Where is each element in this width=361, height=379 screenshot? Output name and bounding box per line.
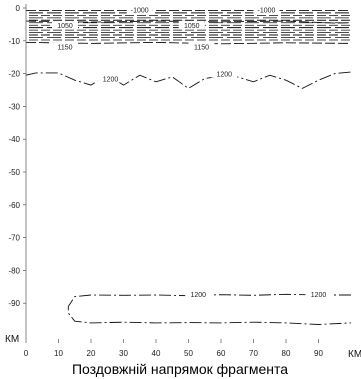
x-axis-title: Поздовжній напрямок фрагмента (72, 361, 288, 377)
contour-label: 1200 (103, 77, 119, 84)
x-tick-label: 30 (119, 349, 128, 358)
x-ticks: 0 10 20 30 40 50 60 70 80 90 (24, 339, 323, 358)
contour-layer (25, 10, 352, 325)
y-tick-label: -80 (8, 266, 20, 275)
contour-label: 1200 (216, 72, 232, 79)
y-tick-label: 0 (16, 4, 21, 13)
x-tick-label: 70 (249, 349, 258, 358)
contour-line-1050 (25, 20, 352, 24)
contour-label: -1000 (131, 8, 149, 15)
y-ticks: 0 -10 -20 -30 -40 -50 -60 -70 -80 -90 (8, 4, 26, 308)
x-unit-label: КМ (348, 349, 361, 360)
contour-label-bg (305, 290, 332, 298)
contour-label-bg (185, 290, 212, 298)
y-tick-label: -40 (8, 135, 20, 144)
contour-label: 1050 (57, 23, 73, 30)
contour-label: -1000 (258, 8, 276, 15)
contour-label-bg (52, 42, 78, 51)
contour-label: 1200 (311, 292, 327, 299)
y-tick-label: -90 (8, 299, 20, 308)
y-tick-label: -60 (8, 201, 20, 210)
x-tick-label: 50 (184, 349, 193, 358)
contour-label-bg (126, 5, 153, 14)
contour-label-layer: -1000 -1000 1050 1050 1150 1150 1200 1200 1200 12… (52, 5, 332, 299)
contour-label-bg (97, 74, 124, 83)
x-tick-label: 90 (314, 349, 323, 358)
y-tick-label: -70 (8, 234, 20, 243)
x-tick-label: 20 (87, 349, 96, 358)
y-tick-label: -20 (8, 70, 20, 79)
y-tick-label: -30 (8, 102, 20, 111)
y-tick-label: -50 (8, 168, 20, 177)
x-tick-label: 0 (24, 349, 29, 358)
contour-label: 1150 (194, 44, 209, 51)
contour-label: 1150 (57, 44, 72, 51)
y-tick-label: -10 (8, 37, 20, 46)
x-tick-label: 40 (152, 349, 161, 358)
x-tick-label: 60 (217, 349, 226, 358)
contour-label-bg (178, 21, 205, 30)
x-tick-label: 80 (282, 349, 291, 358)
contour-label-bg (211, 69, 238, 78)
contour-line-1200 (67, 293, 352, 325)
x-tick-label: 10 (54, 349, 63, 358)
contour-label-bg (52, 21, 78, 30)
contour-label-bg (188, 42, 215, 51)
contour-label: 1050 (184, 23, 200, 30)
y-unit-label: КМ (5, 334, 19, 345)
contour-label-bg (253, 5, 280, 14)
contour-label: 1200 (190, 292, 206, 299)
contour-line-1200 (25, 71, 352, 89)
